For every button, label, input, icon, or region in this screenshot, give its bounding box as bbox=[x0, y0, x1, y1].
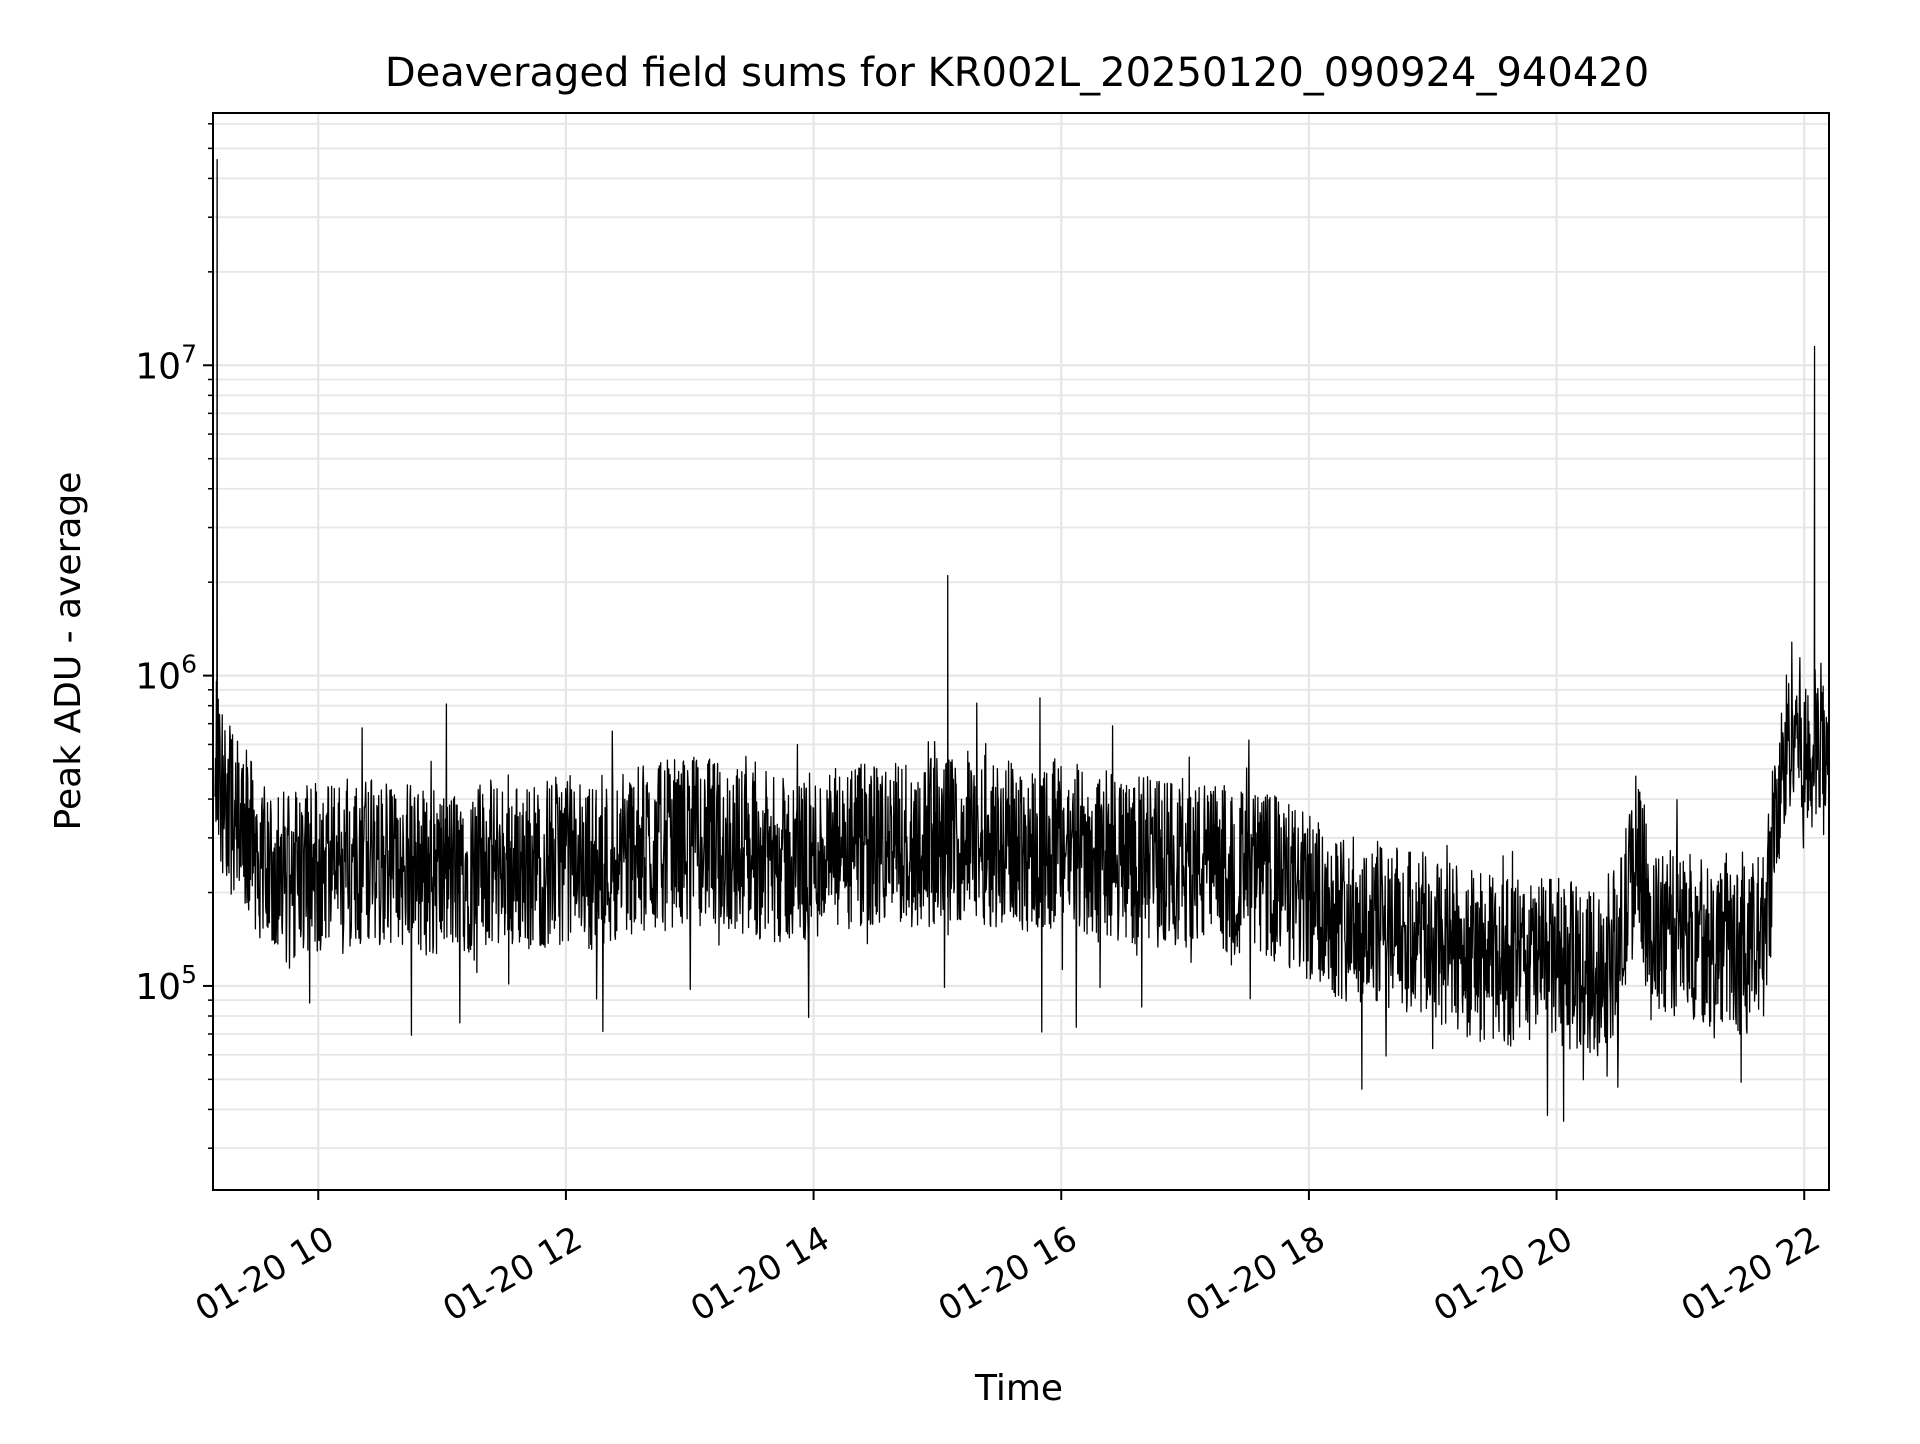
y-tick-label: 107 bbox=[135, 339, 197, 387]
y-tick-label: 106 bbox=[135, 650, 197, 698]
chart-title: Deaveraged field sums for KR002L_2025012… bbox=[385, 50, 1649, 96]
y-axis-label: Peak ADU - average bbox=[48, 472, 89, 831]
series-layer bbox=[214, 158, 1830, 1122]
y-tick-label: 105 bbox=[135, 960, 197, 1008]
series-line bbox=[214, 158, 1830, 1122]
grid-layer bbox=[213, 113, 1829, 1190]
x-axis-label: Time bbox=[974, 1368, 1063, 1409]
plot-frame bbox=[212, 112, 1830, 1191]
